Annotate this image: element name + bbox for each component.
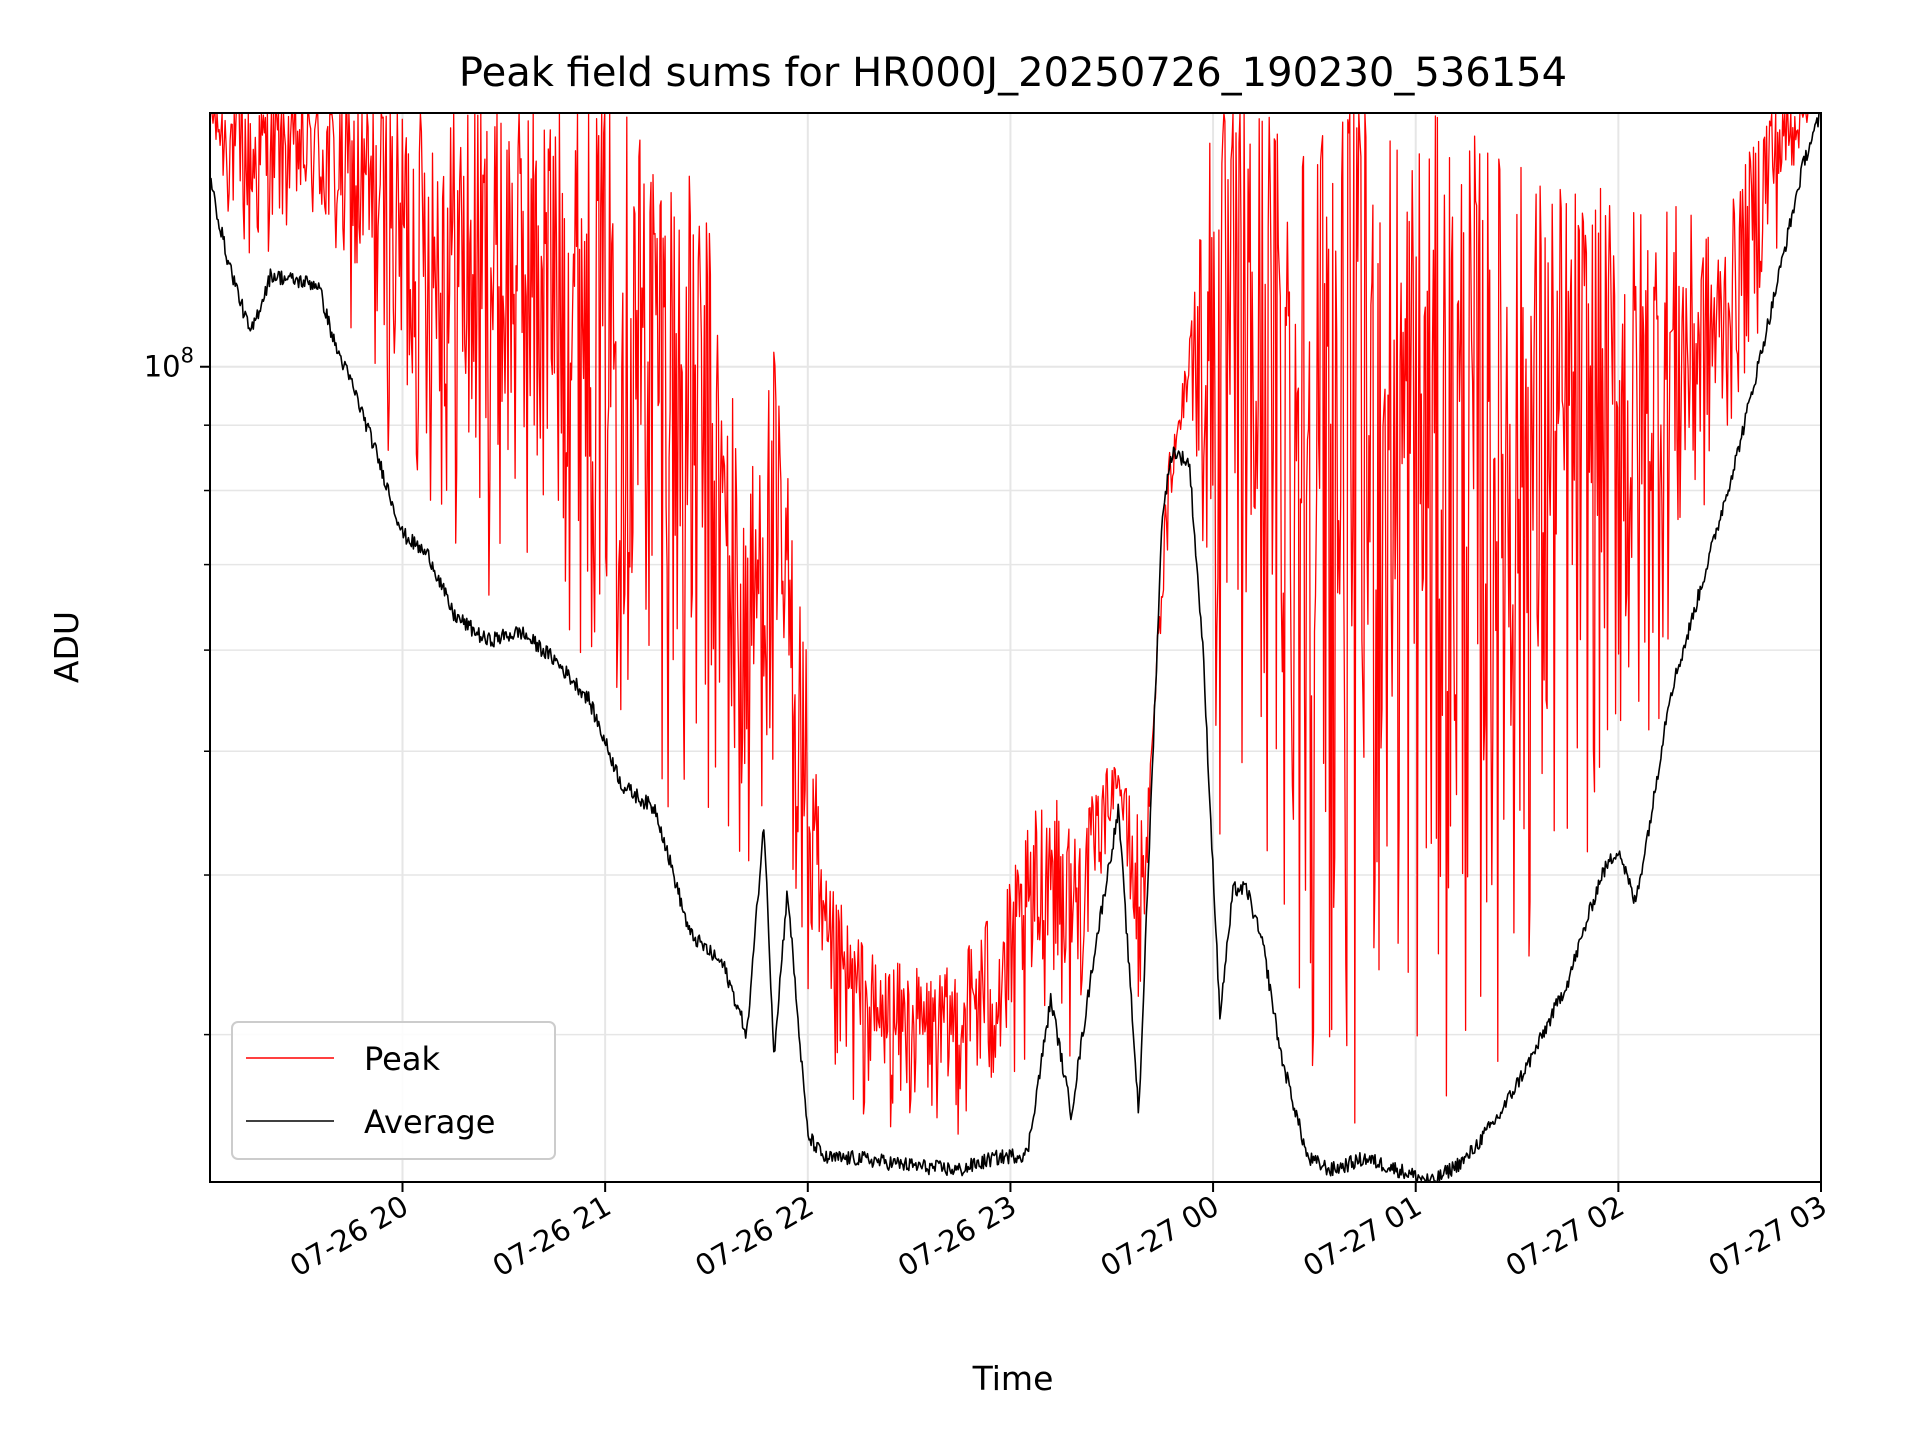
legend: Peak Average — [231, 1021, 556, 1160]
chart-title: Peak field sums for HR000J_20250726_1902… — [459, 50, 1567, 96]
axes-frame — [209, 112, 1822, 1183]
series-line-peak — [210, 112, 1821, 1135]
legend-box — [231, 1021, 556, 1160]
plot-area — [209, 112, 1821, 1183]
series-line-average — [209, 112, 1821, 1183]
y-axis-label: ADU — [47, 611, 86, 683]
legend-peak-label: Peak — [364, 1040, 440, 1078]
x-axis-label: Time — [972, 1359, 1054, 1398]
legend-average-label: Average — [364, 1103, 495, 1141]
y-tick-label: 108 — [144, 344, 194, 384]
